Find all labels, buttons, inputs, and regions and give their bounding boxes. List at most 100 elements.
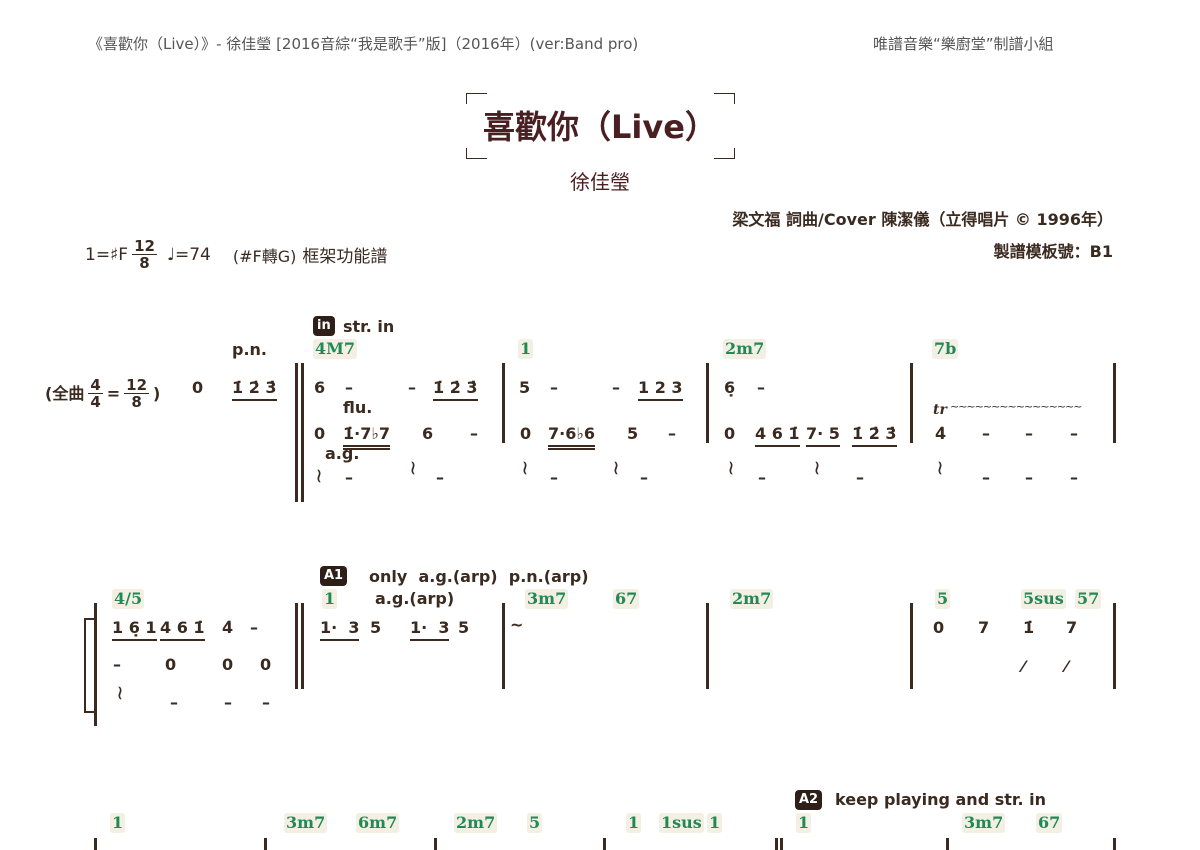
- note: 0: [165, 655, 177, 674]
- chord: 1: [322, 589, 338, 609]
- note-group: 1̇ 2̇ 3̇: [433, 378, 478, 401]
- chord: 2m7: [454, 813, 498, 833]
- chord: 4M7: [313, 339, 357, 359]
- barline: [264, 838, 267, 850]
- note: –: [170, 693, 178, 712]
- template-number: 製譜模板號：B1: [993, 242, 1113, 261]
- note-group: 4 6 1̇: [755, 424, 800, 447]
- note: –: [856, 468, 864, 487]
- note: 5: [370, 618, 382, 637]
- section-badge-intro: in: [313, 316, 335, 336]
- note: –: [1025, 424, 1033, 443]
- barline: [706, 363, 709, 443]
- barline: [1113, 603, 1116, 689]
- barline: [910, 603, 913, 689]
- chord: 67: [1036, 813, 1063, 833]
- chord: 5sus: [1021, 589, 1066, 609]
- double-barline: [301, 363, 304, 502]
- note: 5: [519, 378, 531, 397]
- chord: 1: [110, 813, 126, 833]
- score-type: 框架功能譜: [302, 247, 388, 267]
- note-group: 1· 3: [410, 618, 450, 641]
- double-barline: [301, 603, 304, 689]
- chord: 1: [518, 339, 534, 359]
- note: –: [1070, 424, 1078, 443]
- chord: 7b: [932, 339, 959, 359]
- note: –: [113, 655, 121, 674]
- trill-mark: tr: [933, 402, 947, 418]
- barline: [1113, 363, 1116, 443]
- note: –: [250, 618, 258, 637]
- note: 0: [260, 655, 272, 674]
- barline: [706, 603, 709, 689]
- arpeggio-icon: ~: [928, 459, 953, 477]
- barline: [94, 838, 97, 850]
- note: 4̇: [935, 424, 947, 443]
- chord: 1: [796, 813, 812, 833]
- barline: [502, 603, 505, 689]
- note: 0: [222, 655, 234, 674]
- song-title: 喜歡你（Live）: [483, 108, 717, 146]
- chord: 5: [935, 589, 951, 609]
- note: 6: [422, 424, 434, 443]
- note: –: [550, 468, 558, 487]
- barline: [1113, 838, 1116, 850]
- note: –: [758, 468, 766, 487]
- note: 0: [314, 424, 326, 443]
- note: 6̣: [724, 378, 736, 397]
- chord: 3m7: [284, 813, 328, 833]
- header-publisher: 唯譜音樂“樂廚堂”制譜小組: [873, 35, 1054, 53]
- barline: [910, 363, 913, 443]
- chord: 57: [1075, 589, 1102, 609]
- barline: [94, 603, 97, 726]
- arpeggio-icon: ~: [604, 459, 629, 477]
- slash-mark: ⁄: [1022, 657, 1025, 676]
- note: –: [757, 378, 765, 397]
- note: 7: [1066, 618, 1078, 637]
- instrument-label: flu.: [343, 398, 373, 417]
- note: –: [262, 693, 270, 712]
- note-group: 1 6̣ 1: [112, 618, 157, 641]
- note: –: [982, 424, 990, 443]
- instrument-label: p.n.: [232, 340, 267, 359]
- barline: [502, 363, 505, 443]
- key-signature-line: 1=♯F 12 8 ♩=74 (#F轉G) 框架功能譜: [85, 238, 387, 271]
- note: 7: [978, 618, 990, 637]
- section-badge-a2: A2: [795, 790, 823, 810]
- chord: 67: [613, 589, 640, 609]
- note: 0: [192, 378, 204, 397]
- chord: 2m7: [730, 589, 774, 609]
- note: –: [345, 468, 353, 487]
- system-bracket: [84, 618, 96, 713]
- note-group: 1̇ 2̇ 3̇: [852, 424, 897, 447]
- note: 0: [933, 618, 945, 637]
- note: 6: [314, 378, 326, 397]
- note: 5: [627, 424, 639, 443]
- note: 4̇: [222, 618, 234, 637]
- note: –: [982, 468, 990, 487]
- arpeggio-icon: ~: [401, 459, 426, 477]
- trill-line: ~~~~~~~~~~~~~~~~: [950, 400, 1082, 413]
- modulation: (#F轉G): [232, 246, 297, 266]
- header-song-info: 《喜歡你（Live）》- 徐佳瑩 [2016音綜“我是歌手”版]（2016年）(…: [88, 35, 639, 53]
- note: 0: [520, 424, 532, 443]
- chord: 2m7: [723, 339, 767, 359]
- arpeggio-icon: ~: [108, 684, 133, 702]
- note: –: [550, 378, 558, 397]
- note: –: [612, 378, 620, 397]
- chord: 3m7: [962, 813, 1006, 833]
- note-group: 1· 3: [320, 618, 360, 641]
- double-barline: [775, 838, 778, 850]
- time-signature: 12 8: [132, 237, 157, 272]
- note-group: 1̇ 2̇ 3̇: [232, 378, 277, 401]
- tie-mark: ~: [510, 615, 524, 634]
- chord: 4/5: [112, 589, 145, 609]
- note: 5: [458, 618, 470, 637]
- note-group: 7· 5: [806, 424, 840, 447]
- note: –: [640, 468, 648, 487]
- note-group: 1 2 3: [638, 378, 683, 401]
- note: –: [408, 378, 416, 397]
- note: –: [1025, 468, 1033, 487]
- note-group: 1̇·7♭7: [343, 424, 391, 450]
- artist-name: 徐佳瑩: [570, 170, 630, 194]
